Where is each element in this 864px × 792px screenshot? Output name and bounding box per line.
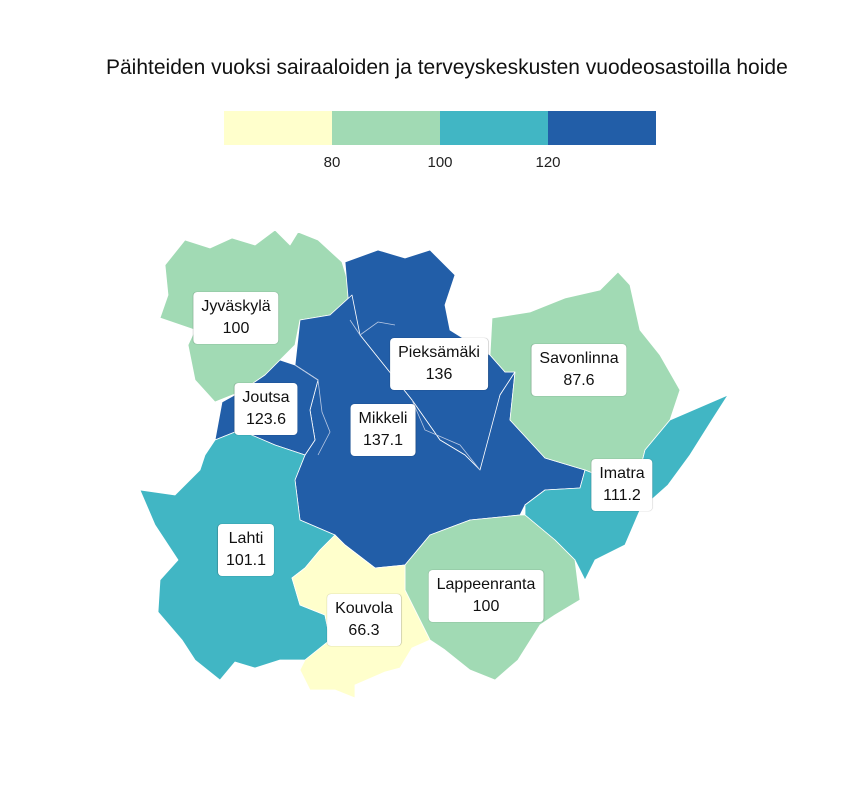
region-name: Kouvola (335, 600, 393, 617)
legend-swatch-3 (440, 111, 548, 145)
region-value: 101.1 (225, 552, 267, 569)
region-value: 66.3 (348, 622, 380, 639)
region-label-lahti: Lahti 101.1 (217, 524, 275, 576)
region-name: Jyväskylä (201, 298, 271, 315)
region-label-joutsa: Joutsa 123.6 (234, 383, 298, 435)
inner-border (411, 399, 481, 471)
region-value: 100 (222, 320, 250, 337)
region-name: Savonlinna (539, 350, 619, 367)
region-value: 136 (425, 366, 453, 383)
legend-tick-100: 100 (427, 154, 453, 171)
region-label-pieksamaki: Pieksämäki 136 (390, 338, 488, 390)
region-name: Imatra (599, 465, 645, 482)
legend-swatch-1 (224, 111, 332, 145)
region-value: 123.6 (245, 411, 287, 428)
region-label-mikkeli: Mikkeli 137.1 (350, 404, 416, 456)
legend-tick-120: 120 (535, 154, 561, 171)
map-title: Päihteiden vuoksi sairaaloiden ja tervey… (106, 56, 788, 79)
inner-border (349, 319, 396, 336)
region-value: 100 (472, 598, 500, 615)
region-label-kouvola: Kouvola 66.3 (327, 594, 401, 646)
region-name: Mikkeli (358, 410, 408, 427)
legend-tick-80: 80 (323, 154, 341, 171)
region-value: 87.6 (563, 372, 595, 389)
region-name: Joutsa (242, 389, 290, 406)
legend-swatch-2 (332, 111, 440, 145)
region-value: 111.2 (603, 487, 641, 504)
inner-border (294, 364, 331, 456)
region-label-savonlinna: Savonlinna 87.6 (531, 344, 627, 396)
legend-swatch-4 (548, 111, 656, 145)
region-label-imatra: Imatra 111.2 (591, 459, 653, 511)
region-value: 137.1 (362, 432, 404, 449)
region-name: Lappeenranta (436, 576, 536, 593)
region-name: Pieksämäki (398, 344, 480, 361)
region-label-jyvaskyla: Jyväskylä 100 (193, 292, 279, 344)
region-name: Lahti (228, 530, 264, 547)
region-label-lappeenranta: Lappeenranta 100 (428, 570, 544, 622)
